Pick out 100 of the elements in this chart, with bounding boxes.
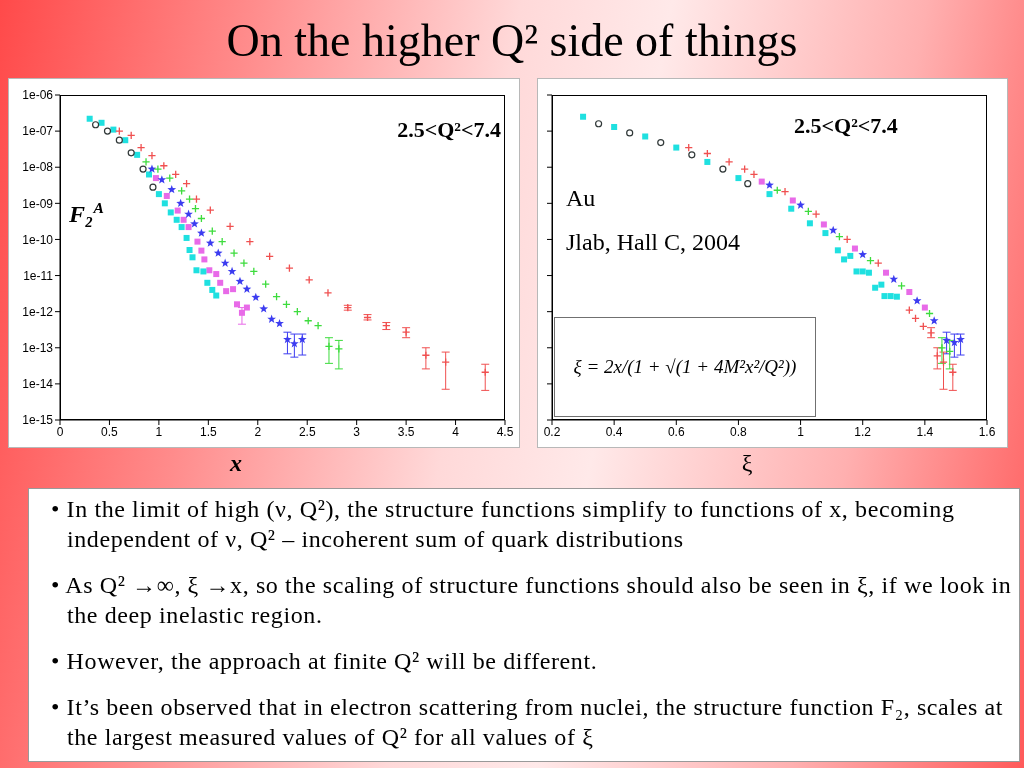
point (238, 309, 245, 316)
point (204, 279, 211, 286)
point (153, 164, 163, 174)
point (259, 304, 269, 313)
point (193, 267, 200, 274)
point (223, 288, 230, 295)
text: • It’s been observed that in electron scattering from nuclei, the structure function F₂, scales at the largest measured values of Q² for all values of ξ (51, 693, 1004, 752)
text: • However, the approach at finite Q² will be different. (51, 647, 599, 676)
point (139, 165, 147, 173)
point (213, 271, 220, 278)
x-tick-label: 4.5 (496, 424, 514, 439)
point (847, 252, 854, 259)
y-tick-label: 1e-11 (23, 268, 54, 283)
point (149, 183, 157, 191)
point (245, 237, 255, 246)
point (115, 136, 123, 144)
point (611, 124, 618, 130)
point (239, 258, 249, 268)
point (235, 276, 245, 286)
point (642, 133, 649, 140)
point (176, 198, 186, 208)
y-tick-label: 1e-12 (22, 304, 54, 319)
point (421, 351, 431, 360)
point (173, 216, 180, 223)
point (883, 269, 890, 276)
x-tick-label: 0.4 (605, 424, 623, 439)
y-axis-title: F₂$^{A}$ (69, 199, 104, 228)
point (229, 248, 239, 258)
point (267, 314, 276, 323)
x-tick-label: 4 (452, 424, 460, 439)
point (157, 175, 167, 184)
point (334, 344, 344, 354)
x-tick-label: 1.6 (978, 424, 996, 439)
point (127, 149, 135, 157)
point (740, 164, 749, 174)
x-tick-label: 2 (254, 424, 262, 439)
y-tick-label: 1e-15 (22, 413, 54, 428)
point (174, 207, 181, 214)
point (744, 180, 752, 188)
point (185, 224, 192, 231)
annotation: 2.5<Q²<7.4 (794, 113, 898, 139)
x-tick-label: 1.2 (854, 424, 872, 439)
point (177, 186, 186, 196)
point (906, 289, 913, 296)
point (851, 245, 858, 252)
point (261, 279, 270, 289)
y-tick-label: 1e-08 (22, 160, 54, 175)
point (136, 143, 146, 152)
point (167, 185, 177, 194)
point (213, 292, 220, 299)
point (872, 284, 879, 291)
point (765, 180, 774, 189)
point (190, 219, 199, 228)
point (86, 115, 93, 122)
y-tick-label: 1e-14 (22, 377, 54, 392)
point (208, 226, 217, 236)
point (141, 157, 151, 167)
point (152, 175, 159, 182)
x-axis-title: x (228, 450, 243, 477)
point (789, 197, 796, 204)
point (858, 250, 868, 259)
point (227, 266, 237, 276)
point (950, 337, 959, 347)
point (205, 238, 215, 247)
point (719, 165, 727, 173)
point (595, 120, 603, 128)
point (811, 209, 821, 219)
point (889, 274, 899, 283)
point (724, 157, 734, 167)
point (942, 335, 951, 345)
point (198, 247, 205, 254)
point (657, 139, 665, 147)
point (859, 268, 866, 275)
point (921, 304, 928, 311)
y-tick-label: 1e-13 (22, 341, 54, 356)
x-tick-label: 2.5 (298, 424, 316, 439)
point (98, 119, 105, 126)
point (780, 187, 790, 196)
point (234, 301, 241, 308)
x-tick-label: 1.4 (916, 424, 934, 439)
point (186, 247, 193, 253)
point (626, 129, 634, 137)
point (929, 316, 939, 325)
x-tick-label: 0.6 (667, 424, 685, 439)
chart-title: On the higher Q² side of things (225, 14, 799, 67)
point (165, 173, 175, 183)
point (289, 339, 299, 348)
point (853, 268, 860, 275)
annotation: Au (566, 185, 596, 212)
x-tick-label: 0.2 (543, 424, 561, 439)
point (183, 234, 190, 241)
point (937, 343, 947, 353)
point (828, 225, 838, 234)
x-tick-label: 1 (155, 424, 163, 439)
point (324, 342, 334, 351)
point (167, 209, 174, 216)
x-tick-label: 1 (797, 424, 805, 439)
point (103, 127, 112, 135)
point (749, 170, 759, 179)
point (189, 254, 196, 261)
